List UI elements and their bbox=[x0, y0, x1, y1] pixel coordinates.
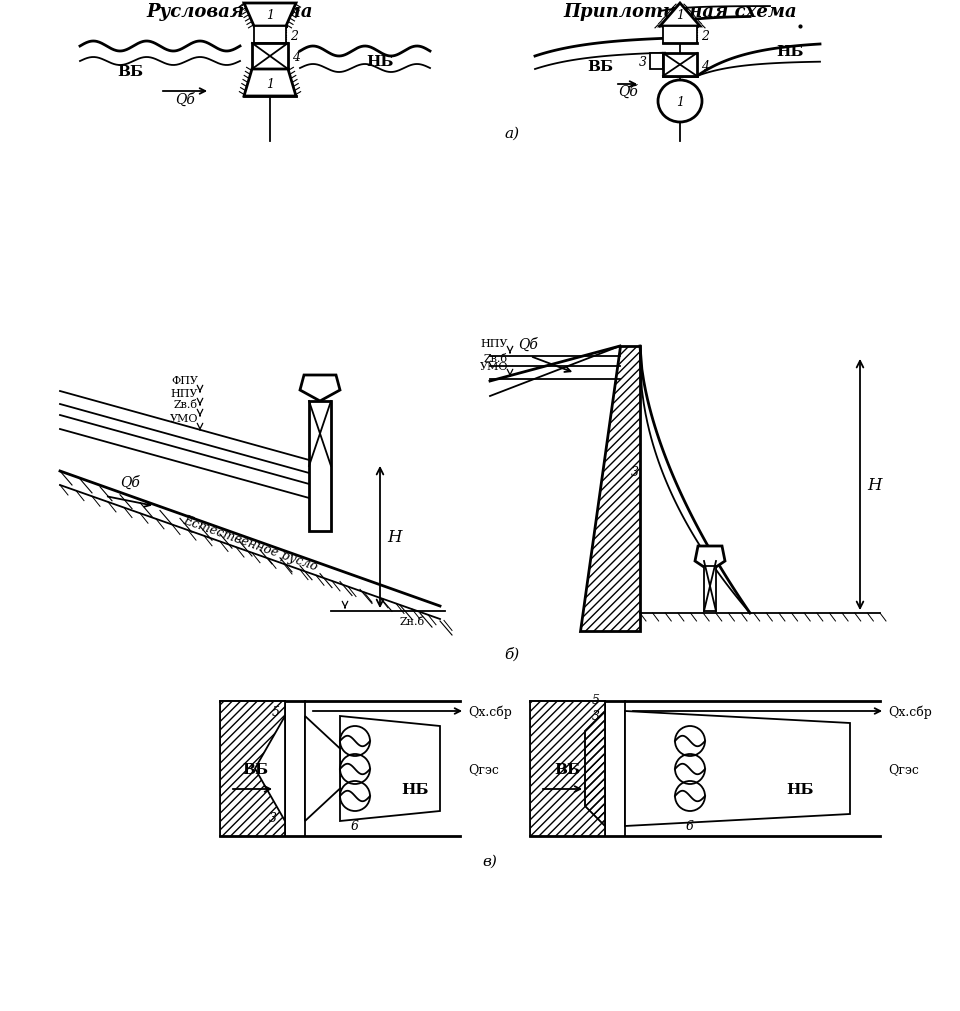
Text: Zн.б: Zн.б bbox=[400, 617, 425, 627]
Bar bbox=[530, 702, 605, 836]
Polygon shape bbox=[305, 716, 340, 821]
Text: НПУ: НПУ bbox=[171, 388, 198, 398]
Text: Русловая схема: Русловая схема bbox=[147, 3, 313, 21]
Text: 3: 3 bbox=[592, 710, 600, 722]
Polygon shape bbox=[340, 716, 440, 821]
Text: НБ: НБ bbox=[367, 55, 394, 69]
Text: ВБ: ВБ bbox=[554, 762, 580, 776]
Bar bbox=[309, 401, 331, 532]
Polygon shape bbox=[585, 712, 605, 826]
Polygon shape bbox=[300, 376, 340, 401]
Text: 4: 4 bbox=[292, 51, 300, 64]
Text: H: H bbox=[387, 529, 401, 546]
Text: Приплотинная схема: Приплотинная схема bbox=[564, 3, 797, 21]
Bar bbox=[254, 27, 286, 43]
Text: ВБ: ВБ bbox=[117, 65, 143, 79]
Text: 2: 2 bbox=[701, 29, 709, 42]
Text: Qх.сбр: Qх.сбр bbox=[888, 705, 932, 718]
Bar bbox=[663, 54, 697, 77]
Polygon shape bbox=[244, 70, 296, 97]
Text: Qб: Qб bbox=[518, 338, 538, 352]
Text: 3: 3 bbox=[269, 812, 277, 825]
Text: ВБ: ВБ bbox=[587, 60, 613, 74]
Text: 3: 3 bbox=[631, 465, 639, 478]
Bar bbox=[663, 27, 697, 43]
Ellipse shape bbox=[658, 81, 702, 123]
Text: 4: 4 bbox=[701, 60, 709, 73]
Text: Zв.б: Zв.б bbox=[484, 354, 508, 364]
Text: Qб: Qб bbox=[618, 85, 638, 99]
Text: УМО: УМО bbox=[479, 362, 508, 372]
Bar bbox=[220, 702, 285, 836]
Polygon shape bbox=[660, 4, 700, 27]
Text: Qб: Qб bbox=[120, 475, 140, 489]
Text: УМО: УМО bbox=[170, 413, 198, 424]
Text: 5: 5 bbox=[272, 705, 280, 718]
Text: 6: 6 bbox=[686, 820, 694, 833]
Text: Естественное русло: Естественное русло bbox=[180, 514, 319, 573]
Polygon shape bbox=[255, 716, 285, 821]
Text: 1: 1 bbox=[676, 8, 684, 21]
Text: 1: 1 bbox=[266, 78, 274, 90]
Text: НПУ: НПУ bbox=[481, 339, 508, 349]
Polygon shape bbox=[695, 547, 725, 571]
Text: 4: 4 bbox=[706, 550, 714, 563]
Bar bbox=[704, 566, 716, 612]
Text: 2: 2 bbox=[290, 29, 298, 42]
Bar bbox=[220, 702, 285, 836]
Text: Zв.б: Zв.б bbox=[174, 399, 198, 409]
Text: 4: 4 bbox=[316, 381, 324, 394]
Polygon shape bbox=[625, 712, 850, 826]
Polygon shape bbox=[244, 4, 296, 27]
Text: НБ: НБ bbox=[786, 783, 814, 797]
Polygon shape bbox=[580, 347, 640, 632]
Bar bbox=[650, 54, 663, 70]
Text: 6: 6 bbox=[351, 820, 359, 833]
Bar bbox=[252, 43, 288, 70]
Text: а): а) bbox=[504, 126, 519, 141]
Text: НБ: НБ bbox=[777, 44, 804, 59]
Text: НБ: НБ bbox=[401, 783, 429, 797]
Text: Qгэс: Qгэс bbox=[888, 762, 919, 775]
Text: 5: 5 bbox=[592, 694, 600, 707]
Text: 1: 1 bbox=[676, 95, 684, 108]
Text: Qб: Qб bbox=[175, 93, 195, 107]
Text: б): б) bbox=[504, 646, 519, 660]
Text: Qгэс: Qгэс bbox=[468, 762, 499, 775]
Text: Qх.сбр: Qх.сбр bbox=[468, 705, 512, 718]
Bar bbox=[530, 702, 605, 836]
Text: 1: 1 bbox=[266, 8, 274, 21]
Text: H: H bbox=[867, 476, 881, 493]
Text: ФПУ: ФПУ bbox=[171, 376, 198, 385]
Text: ВБ: ВБ bbox=[242, 762, 268, 776]
Text: в): в) bbox=[483, 854, 497, 868]
Text: 3: 3 bbox=[639, 56, 647, 69]
